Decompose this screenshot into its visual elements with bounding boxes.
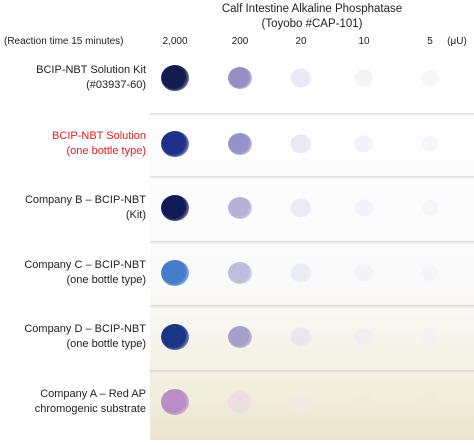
stain-dot	[161, 324, 189, 350]
row-label: Company A – Red AP chromogenic substrate	[0, 387, 146, 417]
stain-dot	[421, 329, 439, 345]
stain-dot	[290, 327, 312, 347]
row-label-line1: Company A – Red AP	[40, 388, 146, 400]
strip-divider	[150, 176, 474, 179]
stain-dot	[354, 264, 374, 282]
row-label: Company B – BCIP-NBT (Kit)	[0, 193, 146, 223]
stain-dot	[354, 393, 374, 411]
row-label: Company C – BCIP-NBT (one bottle type)	[0, 258, 146, 288]
column-header-10: 10	[358, 36, 370, 47]
row-label-line2: (one bottle type)	[66, 338, 147, 350]
stain-dot	[421, 136, 439, 152]
stain-dot	[161, 195, 189, 221]
row-label-line2: (#03937-60)	[86, 79, 146, 91]
stain-dot	[290, 134, 312, 154]
strip-divider	[150, 113, 474, 116]
reaction-time-label: (Reaction time 15 minutes)	[4, 36, 124, 47]
stain-dot	[421, 394, 439, 410]
row-label: BCIP-NBT Solution (one bottle type)	[0, 129, 146, 159]
stain-dot	[290, 392, 312, 412]
unit-label: (μU)	[447, 36, 467, 47]
row-label-line1: Company C – BCIP-NBT	[24, 259, 146, 271]
stain-dot	[228, 197, 252, 219]
row-label: Company D – BCIP-NBT (one bottle type)	[0, 322, 146, 352]
stain-dot	[421, 70, 439, 86]
stain-dot	[421, 200, 439, 216]
stain-dot	[228, 262, 252, 284]
strip-divider	[150, 370, 474, 373]
strip-divider	[150, 241, 474, 244]
column-header-20: 20	[295, 36, 307, 47]
stain-dot	[228, 326, 252, 348]
stain-dot	[290, 68, 312, 88]
stain-dot	[354, 69, 374, 87]
figure-title: Calf Intestine Alkaline Phosphatase	[221, 3, 403, 15]
strip-divider	[150, 305, 474, 308]
row-label-line1: BCIP-NBT Solution Kit	[36, 64, 146, 76]
stain-dot	[228, 67, 252, 89]
column-header-2000: 2,000	[162, 36, 188, 47]
column-header-200: 200	[231, 36, 249, 47]
stain-dot	[228, 133, 252, 155]
row-label-line1: Company B – BCIP-NBT	[24, 194, 146, 206]
stain-dot	[421, 265, 439, 281]
stain-dot	[161, 260, 189, 286]
row-label: BCIP-NBT Solution Kit (#03937-60)	[0, 63, 146, 93]
stain-dot	[290, 198, 312, 218]
row-label-line1: BCIP-NBT Solution	[52, 130, 146, 142]
stain-dot	[354, 199, 374, 217]
row-label-line2: chromogenic substrate	[34, 403, 146, 415]
row-label-line2: (one bottle type)	[66, 274, 147, 286]
stain-dot	[161, 131, 189, 157]
row-label-line1: Company D – BCIP-NBT	[24, 323, 146, 335]
stain-dot	[228, 391, 252, 413]
figure-subtitle: (Toyobo #CAP-101)	[261, 18, 363, 30]
row-label-line2: (one bottle type)	[66, 145, 147, 157]
row-label-line2: (Kit)	[125, 209, 146, 221]
stain-dot	[354, 328, 374, 346]
stain-dot	[354, 135, 374, 153]
column-header-5: 5	[427, 36, 433, 47]
stain-dot	[161, 389, 189, 415]
stain-dot	[290, 263, 312, 283]
stain-dot	[161, 65, 189, 91]
membrane-strips	[150, 50, 474, 440]
